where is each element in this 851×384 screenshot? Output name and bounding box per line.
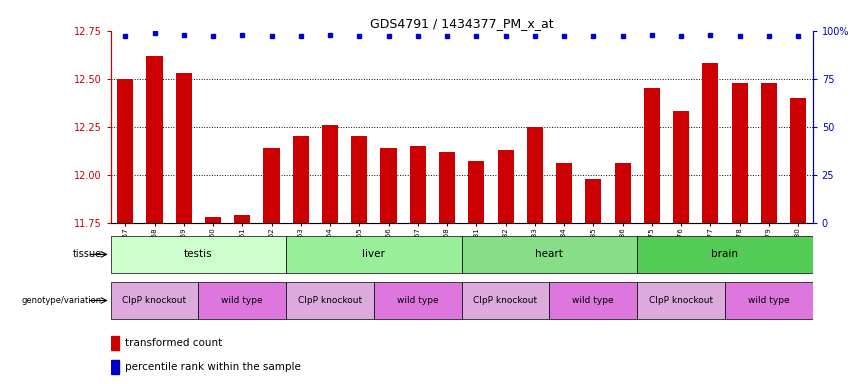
Bar [468, 161, 484, 223]
Text: ClpP knockout: ClpP knockout [123, 296, 186, 305]
Bar [702, 63, 718, 223]
Bar [111, 282, 198, 319]
Bar [205, 217, 221, 223]
Bar [637, 282, 725, 319]
Bar [264, 148, 280, 223]
Text: wild type: wild type [748, 296, 790, 305]
Bar [117, 79, 134, 223]
Bar [175, 73, 191, 223]
Bar [732, 83, 748, 223]
Text: testis: testis [184, 249, 213, 260]
Bar [439, 152, 455, 223]
Text: ClpP knockout: ClpP knockout [473, 296, 538, 305]
Bar [790, 98, 806, 223]
Text: wild type: wild type [573, 296, 614, 305]
Bar [461, 236, 637, 273]
Text: wild type: wild type [397, 296, 438, 305]
Bar [637, 236, 813, 273]
Bar [146, 56, 163, 223]
Bar [111, 236, 286, 273]
Bar [461, 282, 550, 319]
Text: wild type: wild type [221, 296, 263, 305]
Bar [374, 282, 461, 319]
Text: ClpP knockout: ClpP knockout [298, 296, 362, 305]
Bar [673, 111, 689, 223]
Bar [198, 282, 286, 319]
Bar [351, 136, 368, 223]
Text: transformed count: transformed count [125, 338, 222, 348]
Text: heart: heart [535, 249, 563, 260]
Title: GDS4791 / 1434377_PM_x_at: GDS4791 / 1434377_PM_x_at [370, 17, 553, 30]
Text: genotype/variation: genotype/variation [22, 296, 102, 305]
Text: percentile rank within the sample: percentile rank within the sample [125, 362, 300, 372]
Bar [111, 360, 119, 374]
Bar [293, 136, 309, 223]
Text: liver: liver [363, 249, 386, 260]
Bar [556, 163, 572, 223]
Bar [527, 127, 543, 223]
Bar [761, 83, 777, 223]
Bar [286, 282, 374, 319]
Bar [498, 150, 514, 223]
Bar [550, 282, 637, 319]
Bar [725, 282, 813, 319]
Text: tissue: tissue [73, 249, 102, 260]
Text: brain: brain [711, 249, 739, 260]
Text: ClpP knockout: ClpP knockout [649, 296, 713, 305]
Bar [585, 179, 602, 223]
Bar [322, 125, 338, 223]
Bar [409, 146, 426, 223]
Bar [643, 88, 660, 223]
Bar [380, 148, 397, 223]
Bar [234, 215, 250, 223]
Bar [286, 236, 461, 273]
Bar [614, 163, 631, 223]
Bar [111, 336, 119, 350]
